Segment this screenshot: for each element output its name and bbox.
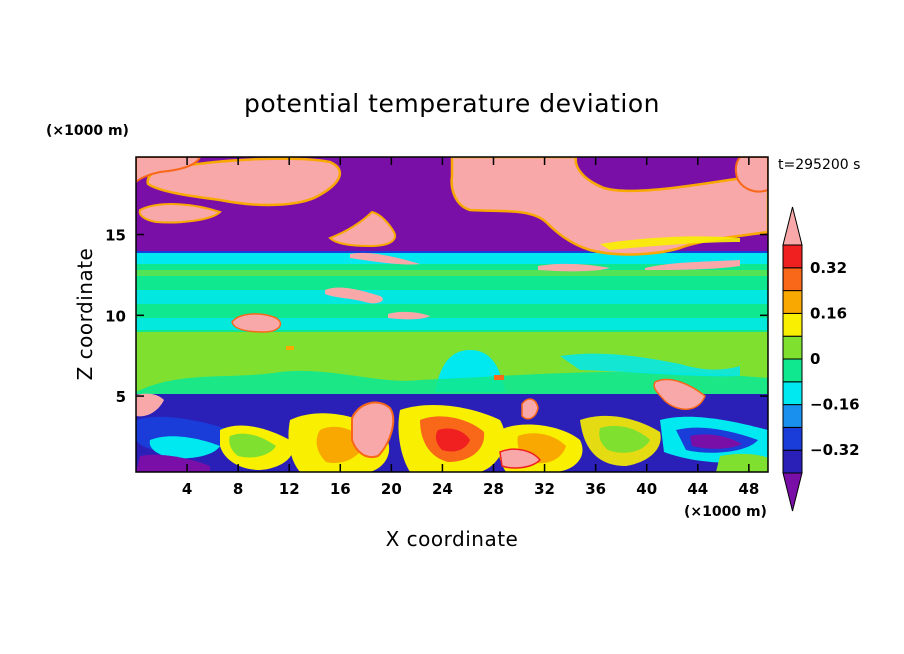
pink-streak-5 — [538, 263, 610, 272]
x-axis-label: X coordinate — [386, 527, 519, 551]
colorbar-tick-label: −0.16 — [810, 396, 860, 414]
upper-pink-finger — [328, 210, 396, 248]
x-tick-label: 20 — [381, 480, 402, 498]
y-axis-unit: (×1000 m) — [46, 123, 129, 139]
colorbar-swatch — [782, 381, 803, 406]
pink-patch-center — [351, 401, 395, 458]
lower-green-hump — [136, 370, 768, 394]
band-stripe-blue — [136, 250, 768, 253]
x-tick-label: 36 — [585, 480, 606, 498]
x-tick-label: 4 — [182, 480, 192, 498]
plot-frame — [135, 156, 769, 473]
cyan-band-2 — [136, 318, 768, 330]
colorbar-swatch — [782, 335, 803, 360]
purple-patch-left — [136, 454, 210, 472]
x-tick-label: 48 — [738, 480, 759, 498]
cyan-band-1 — [136, 290, 768, 304]
upper-pink-right — [450, 157, 768, 256]
colorbar-swatch — [782, 426, 803, 451]
orange-dot-2 — [494, 375, 504, 380]
y-axis-ticks: 5 10 15 — [105, 227, 768, 406]
y-tick-label: 15 — [105, 227, 126, 245]
upper-pink-corner — [136, 157, 202, 184]
pink-patch-small — [521, 398, 539, 420]
colorbar-swatch — [782, 290, 803, 314]
colorbar: 0.32 0.16 0 −0.16 −0.32 — [782, 206, 860, 512]
pink-streak-1 — [325, 287, 383, 304]
band-stripe-cyan — [136, 252, 768, 264]
orange-dot-1 — [286, 346, 294, 350]
green-patch-right — [716, 453, 768, 472]
colorbar-tick-label: −0.32 — [810, 441, 860, 459]
pink-streak-3 — [388, 311, 430, 320]
green-patch-far-right — [599, 425, 650, 453]
cyan-patch-left — [149, 436, 220, 459]
pink-streak-6 — [645, 260, 740, 270]
green-strip-1 — [136, 270, 768, 276]
x-tick-label: 40 — [636, 480, 657, 498]
colorbar-swatch — [782, 404, 803, 428]
pink-streak-8 — [136, 393, 164, 417]
colorbar-tick-label: 0.32 — [810, 259, 847, 277]
green-strip-2 — [136, 335, 768, 359]
chart-title: potential temperature deviation — [244, 89, 660, 118]
colorbar-swatch — [782, 244, 803, 269]
pink-streak-2 — [231, 313, 282, 333]
upper-pink-left-lower — [138, 203, 222, 224]
x-tick-label: 12 — [279, 480, 300, 498]
x-tick-label: 44 — [687, 480, 708, 498]
upper-pink-tail — [734, 157, 768, 193]
time-label: t=295200 s — [778, 157, 860, 173]
pink-patch-right — [499, 448, 542, 469]
x-tick-label: 28 — [483, 480, 504, 498]
x-tick-label: 24 — [432, 480, 453, 498]
colorbar-swatch — [782, 358, 803, 383]
colorbar-tick-label: 0 — [810, 350, 820, 368]
x-tick-label: 32 — [534, 480, 555, 498]
y-tick-label: 10 — [105, 307, 126, 325]
y-tick-label: 5 — [116, 388, 126, 406]
colorbar-tick-label: 0.16 — [810, 304, 847, 322]
x-tick-label: 16 — [330, 480, 351, 498]
heatmap-field — [136, 157, 768, 472]
pink-streak-7 — [653, 378, 706, 410]
red-patch-mid — [435, 428, 470, 452]
colorbar-swatch — [782, 449, 803, 474]
cyan-bulge-1 — [560, 353, 740, 377]
upper-yellow-band — [600, 236, 740, 250]
y-axis-label: Z coordinate — [73, 248, 97, 381]
x-tick-label: 8 — [233, 480, 243, 498]
upper-pink-left — [146, 157, 342, 207]
colorbar-swatch — [782, 312, 803, 337]
green-patch-left — [229, 433, 276, 458]
x-axis-ticks: 4 8 12 16 20 24 28 32 36 40 44 48 — [182, 157, 759, 498]
purple-patch-right — [690, 434, 742, 449]
colorbar-swatch — [782, 267, 803, 292]
pink-streak-4 — [350, 252, 420, 265]
colorbar-upper-triangle — [782, 206, 803, 246]
colorbar-lower-triangle — [782, 472, 803, 512]
x-axis-unit: (×1000 m) — [684, 504, 767, 520]
